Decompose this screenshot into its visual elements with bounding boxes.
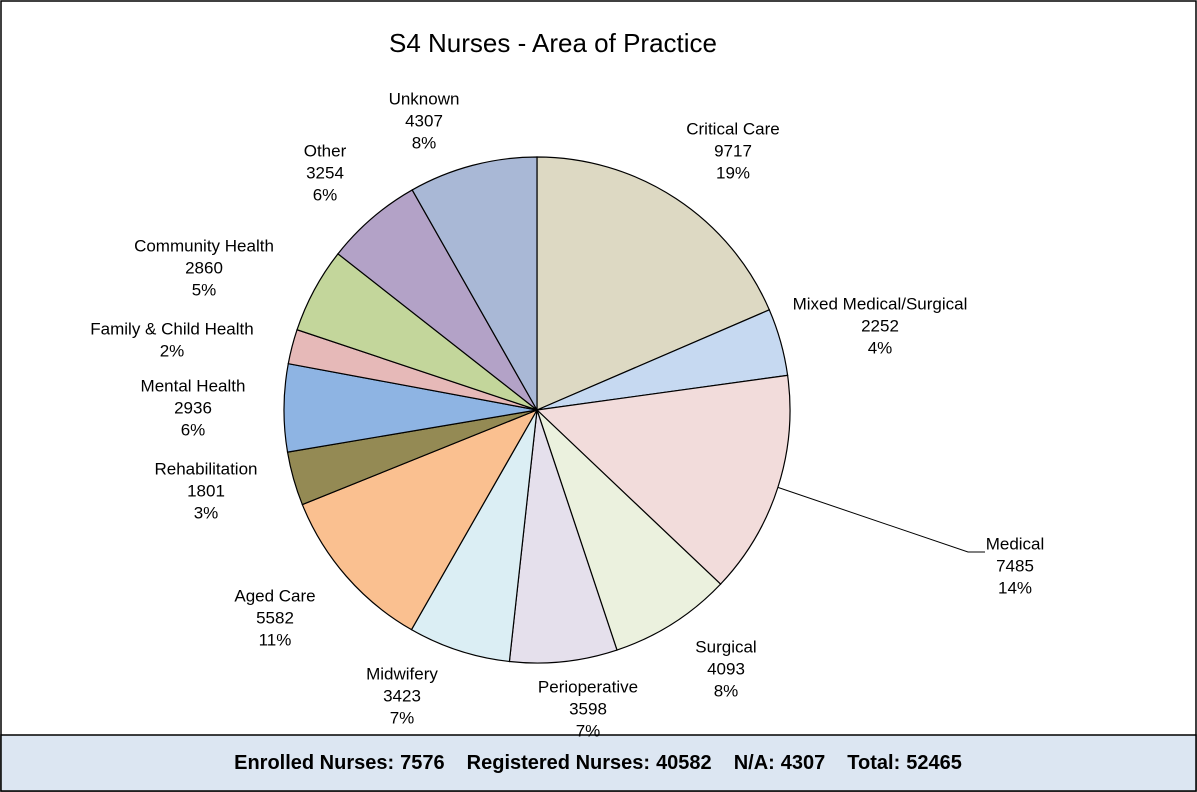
- pie-slice: [536, 409, 722, 651]
- slice-label-name: Mixed Medical/Surgical: [793, 294, 968, 313]
- footer-label: N/A:: [734, 752, 775, 774]
- footer-value: 7576: [400, 752, 445, 774]
- slice-label-name: Surgical: [695, 637, 756, 656]
- slice-label-value: 3598: [569, 699, 607, 718]
- slice-label-percent: 8%: [412, 133, 437, 152]
- slice-label-percent: 6%: [181, 420, 206, 439]
- slice-label-name: Perioperative: [538, 677, 638, 696]
- slice-label-value: 2252: [861, 316, 899, 335]
- slice-label-percent: 4%: [868, 338, 893, 357]
- slice-label-percent: 11%: [259, 630, 292, 649]
- slice-label-value: 3254: [306, 163, 344, 182]
- slice-label-name: Mental Health: [141, 376, 246, 395]
- slice-label-value: 2936: [174, 398, 212, 417]
- slice-label-name: Unknown: [389, 89, 460, 108]
- slice-label-value: 3423: [383, 686, 421, 705]
- slice-label-value: 4093: [707, 659, 745, 678]
- slice-label-percent: 2%: [160, 341, 185, 360]
- footer-label: Total:: [847, 752, 900, 774]
- slice-label-name: Midwifery: [366, 664, 438, 683]
- slice-label-name: Aged Care: [234, 586, 315, 605]
- footer-label: Enrolled Nurses:: [234, 752, 394, 774]
- slice-label-percent: 19%: [716, 163, 750, 182]
- footer-band: [0, 734, 1197, 792]
- slice-label-name: Medical: [986, 534, 1045, 553]
- pie-slice: [301, 408, 539, 631]
- slice-label-percent: 3%: [194, 503, 219, 522]
- footer-value: 40582: [656, 752, 712, 774]
- slice-label-name: Rehabilitation: [154, 459, 257, 478]
- slice-label-value: 5582: [256, 608, 294, 627]
- chart-title: S4 Nurses - Area of Practice: [389, 28, 717, 58]
- slice-label-name: Other: [304, 141, 347, 160]
- slice-label-name: Family & Child Health: [90, 319, 253, 338]
- pie-slice: [508, 409, 618, 664]
- slice-label-percent: 7%: [390, 708, 415, 727]
- footer-summary: Enrolled Nurses: 7576 Registered Nurses: 40…: [234, 752, 962, 774]
- slice-label-name: Community Health: [134, 236, 274, 255]
- pie-slice: [411, 156, 538, 413]
- leader-line: [777, 486, 985, 553]
- slice-label-value: 7485: [996, 556, 1034, 575]
- slice-label-percent: 6%: [313, 185, 338, 204]
- slice-label-percent: 14%: [998, 578, 1032, 597]
- slice-label-percent: 5%: [192, 280, 217, 299]
- slice-label-value: 1801: [187, 481, 225, 500]
- slice-label-value: 2860: [185, 258, 223, 277]
- slice-label-value: 4307: [405, 111, 443, 130]
- slice-label-name: Critical Care: [686, 119, 780, 138]
- footer-value: 52465: [906, 752, 962, 774]
- slice-label-percent: 7%: [576, 721, 601, 740]
- pie-slice: [536, 156, 771, 411]
- footer-value: 4307: [781, 752, 826, 774]
- slice-label-value: 9717: [714, 141, 752, 160]
- footer-label: Registered Nurses:: [467, 752, 650, 774]
- slice-label-percent: 8%: [714, 681, 739, 700]
